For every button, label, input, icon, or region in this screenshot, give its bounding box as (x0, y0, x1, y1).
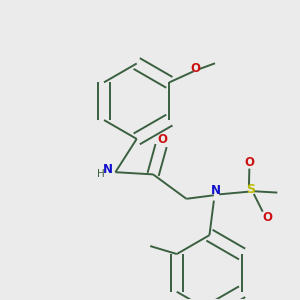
Text: O: O (262, 211, 272, 224)
Text: N: N (211, 184, 221, 197)
Text: O: O (190, 62, 200, 75)
Text: O: O (244, 156, 254, 169)
Text: O: O (158, 133, 168, 146)
Text: S: S (246, 183, 255, 196)
Text: N: N (103, 163, 113, 176)
Text: H: H (97, 169, 105, 178)
